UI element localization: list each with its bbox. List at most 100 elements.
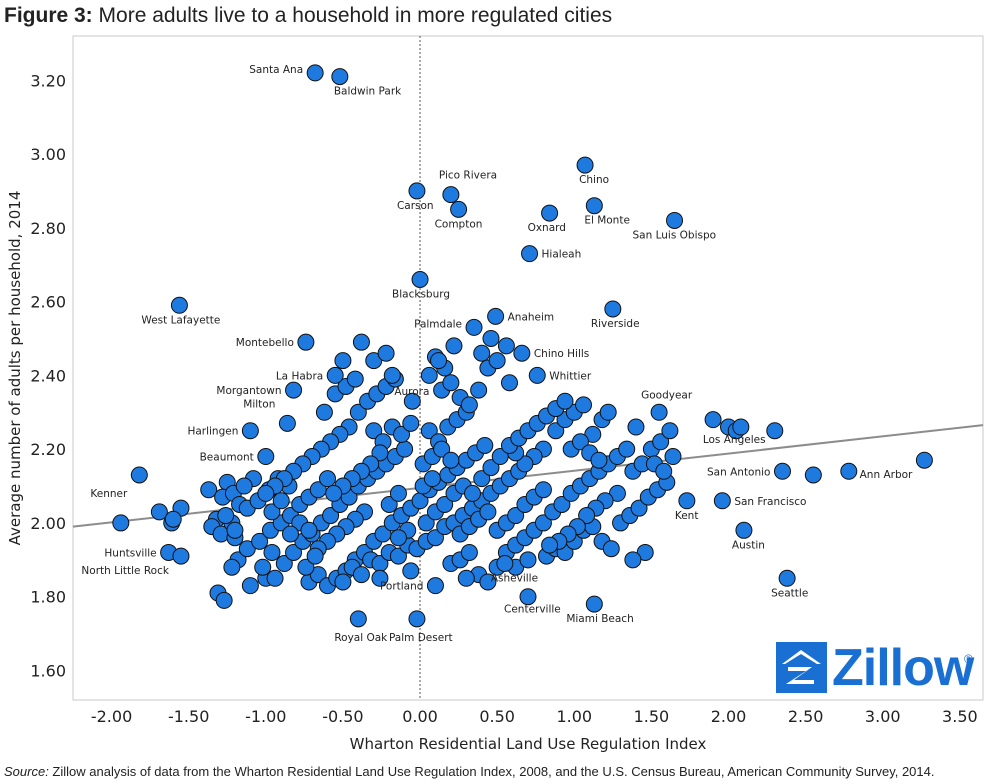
scatter-point <box>553 495 571 513</box>
scatter-point <box>150 503 168 521</box>
point-label: Centerville <box>504 604 561 616</box>
scatter-point <box>402 562 420 580</box>
scatter-point <box>618 440 636 458</box>
y-tick-label: 2.20 <box>30 440 66 459</box>
point-label: Austin <box>732 539 765 551</box>
scatter-point <box>275 555 293 573</box>
scatter-point <box>840 462 858 480</box>
scatter-point <box>608 484 626 502</box>
point-label: Morgantown <box>216 385 281 397</box>
scatter-point <box>571 433 589 451</box>
y-tick-label: 2.00 <box>30 514 66 533</box>
x-tick-label: -0.50 <box>322 707 363 726</box>
scatter-point <box>241 577 259 595</box>
scatter-point <box>334 352 352 370</box>
scatter-point <box>636 543 654 561</box>
scatter-point <box>309 566 327 584</box>
scatter-point <box>473 470 491 488</box>
scatter-point <box>352 566 370 584</box>
y-tick-labels: 1.60 1.80 2.00 2.20 2.40 2.60 2.80 3.00 3.20 <box>30 71 66 680</box>
source-note: Source: Zillow analysis of data from the… <box>4 764 934 779</box>
scatter-point <box>534 481 552 499</box>
scatter-point <box>257 484 275 502</box>
scatter-point <box>460 543 478 561</box>
scatter-point <box>365 352 383 370</box>
scatter-point <box>487 307 505 325</box>
scatter-point <box>516 455 534 473</box>
scatter-point <box>604 300 622 318</box>
point-label: Beaumont <box>200 452 254 464</box>
data-points <box>112 64 933 628</box>
x-tick-label: 3.00 <box>865 707 901 726</box>
scatter-point <box>315 403 333 421</box>
point-label: Ann Arbor <box>860 469 913 481</box>
x-tick-label: 0.00 <box>402 707 438 726</box>
scatter-point <box>420 366 438 384</box>
y-tick-label: 2.80 <box>30 219 66 238</box>
scatter-point <box>457 569 475 587</box>
scatter-point <box>241 422 259 440</box>
scatter-point <box>473 344 491 362</box>
point-label: Miami Beach <box>566 613 633 625</box>
scatter-point <box>318 470 336 488</box>
scatter-point <box>389 484 407 502</box>
source-text: Zillow analysis of data from the Wharton… <box>48 764 935 779</box>
scatter-point <box>479 503 497 521</box>
scatter-point <box>297 333 315 351</box>
scatter-point <box>519 588 537 606</box>
point-label: Aurora <box>394 386 429 398</box>
y-tick-label: 2.40 <box>30 366 66 385</box>
scatter-point <box>380 495 398 513</box>
scatter-point <box>804 466 822 484</box>
scatter-point <box>650 403 668 421</box>
point-label: Portland <box>380 581 424 593</box>
scatter-point <box>396 440 414 458</box>
scatter-point <box>655 462 673 480</box>
title-text: More adults live to a household in more … <box>92 4 613 27</box>
scatter-point <box>433 440 451 458</box>
scatter-point <box>266 569 284 587</box>
scatter-point <box>732 418 750 436</box>
scatter-point <box>513 344 531 362</box>
scatter-point <box>496 555 514 573</box>
scatter-point <box>215 591 233 609</box>
scatter-point <box>254 558 272 576</box>
scatter-point <box>326 366 344 384</box>
scatter-point <box>528 366 546 384</box>
point-label: Seattle <box>771 587 808 599</box>
y-axis-label: Average number of adults per household, … <box>6 191 24 546</box>
point-labels: Santa Ana Baldwin Park Pico Rivera CarsonCo… <box>81 64 913 644</box>
scatter-point <box>257 448 275 466</box>
scatter-point <box>534 514 552 532</box>
y-tick-label: 1.60 <box>30 661 66 680</box>
scatter-point <box>585 595 603 613</box>
scatter-point <box>251 532 269 550</box>
scatter-point <box>678 492 696 510</box>
scatter-point <box>306 547 324 565</box>
source-label: Source: <box>4 764 49 779</box>
scatter-point <box>766 422 784 440</box>
scatter-point <box>556 392 574 410</box>
y-tick-label: 3.00 <box>30 145 66 164</box>
scatter-point <box>217 507 235 525</box>
scatter-point <box>630 499 648 517</box>
scatter-point <box>349 403 367 421</box>
x-tick-label: 1.50 <box>634 707 670 726</box>
x-tick-label: 2.50 <box>788 707 824 726</box>
scatter-point <box>624 551 642 569</box>
scatter-point <box>521 245 539 263</box>
scatter-point <box>393 425 411 443</box>
scatter-point <box>463 484 481 502</box>
point-label: Riverside <box>591 318 640 330</box>
point-label: Kent <box>675 510 699 522</box>
point-label: El Monte <box>584 215 630 227</box>
x-tick-label: -1.00 <box>245 707 286 726</box>
point-label: Oxnard <box>528 222 566 234</box>
y-tick-label: 2.60 <box>30 293 66 312</box>
scatter-point <box>578 507 596 525</box>
scatter-point <box>365 422 383 440</box>
scatter-point <box>442 186 460 204</box>
x-tick-labels: -2.00 -1.50 -1.00 -0.50 0.00 0.50 1.00 1.50 2.00… <box>91 707 978 726</box>
point-label: Compton <box>435 218 483 230</box>
